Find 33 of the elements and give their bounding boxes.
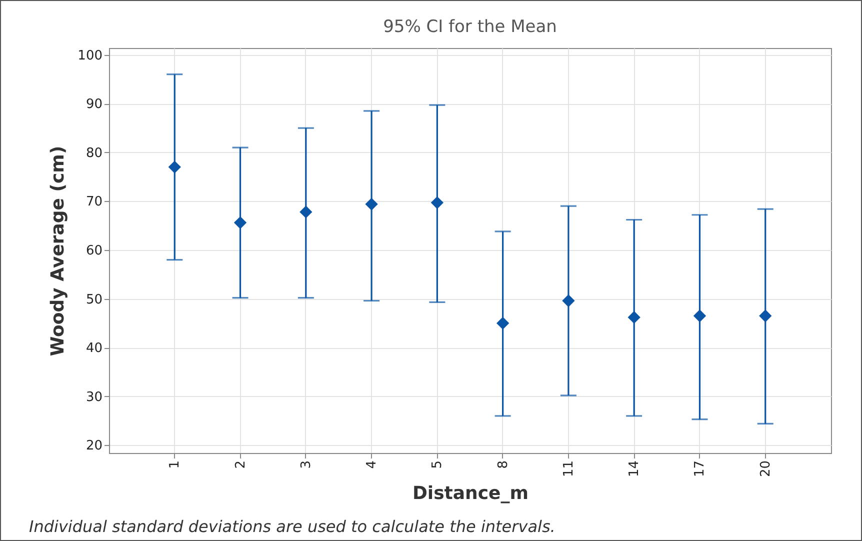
chart-title: 95% CI for the Mean bbox=[383, 17, 557, 37]
x-tick-label: 17 bbox=[692, 460, 708, 478]
point bbox=[430, 196, 444, 210]
point bbox=[628, 311, 640, 324]
y-axis-title: Woody Average (cm) bbox=[48, 146, 69, 356]
x-tick-label: 4 bbox=[364, 460, 380, 469]
y-tick-label: 60 bbox=[86, 244, 102, 259]
y-tick-label: 40 bbox=[86, 341, 102, 356]
point bbox=[300, 206, 312, 218]
y-tick-label: 100 bbox=[78, 48, 102, 64]
point bbox=[693, 310, 706, 322]
x-axis-title: Distance_m bbox=[412, 483, 529, 504]
y-tick-label: 80 bbox=[86, 146, 102, 161]
x-tick-label: 20 bbox=[758, 460, 774, 478]
y-tick-label: 70 bbox=[86, 194, 102, 210]
y-tick-label: 30 bbox=[86, 390, 102, 405]
point bbox=[168, 160, 181, 174]
y-tick-label: 90 bbox=[86, 97, 102, 112]
point bbox=[234, 216, 247, 230]
x-tick-label: 14 bbox=[627, 460, 642, 478]
x-tick-label: 1 bbox=[168, 460, 183, 469]
text: Individual standard deviations are used to calculate the intervals. bbox=[29, 517, 556, 536]
point bbox=[365, 198, 378, 210]
y-tick-label: 50 bbox=[86, 292, 102, 308]
x-tick-label: 11 bbox=[561, 460, 576, 478]
point bbox=[562, 294, 575, 308]
x-tick-label: 5 bbox=[430, 460, 446, 469]
point bbox=[759, 310, 772, 322]
y-tick-label: 20 bbox=[86, 438, 102, 454]
x-tick-label: 2 bbox=[233, 460, 248, 469]
x-tick-label: 8 bbox=[496, 460, 511, 469]
x-tick-label: 3 bbox=[298, 460, 314, 469]
point bbox=[496, 316, 510, 330]
